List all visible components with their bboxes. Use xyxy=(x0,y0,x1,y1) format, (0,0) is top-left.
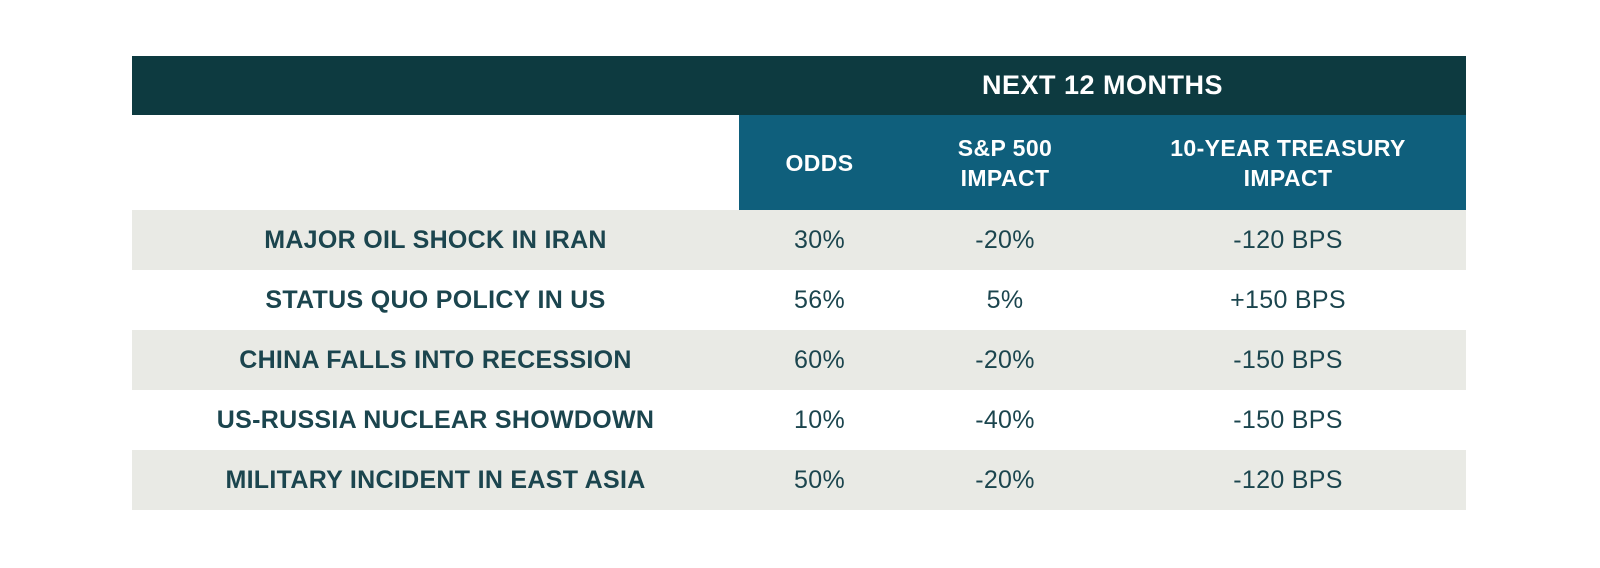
column-header-treasury-impact: 10-YEAR TREASURY IMPACT xyxy=(1110,115,1466,210)
scenario-label-cell: US-RUSSIA NUCLEAR SHOWDOWN xyxy=(216,405,655,434)
treasury-impact-cell: -150 BPS xyxy=(1233,405,1343,434)
scenario-impact-table: NEXT 12 MONTHS ODDS S&P 500 IMPACT 10-YE… xyxy=(132,56,1466,510)
table-row: MAJOR OIL SHOCK IN IRAN 30% -20% -120 BP… xyxy=(132,210,1466,270)
column-header-sp500-line1: S&P 500 xyxy=(957,134,1053,161)
column-header-row: ODDS S&P 500 IMPACT 10-YEAR TREASURY IMP… xyxy=(132,115,1466,210)
sp500-impact-cell: -20% xyxy=(975,225,1035,254)
treasury-impact-cell: -120 BPS xyxy=(1233,225,1343,254)
sp500-impact-cell: -20% xyxy=(975,465,1035,494)
table-row: US-RUSSIA NUCLEAR SHOWDOWN 10% -40% -150… xyxy=(132,390,1466,450)
table-row: CHINA FALLS INTO RECESSION 60% -20% -150… xyxy=(132,330,1466,390)
odds-cell: 56% xyxy=(794,285,845,314)
scenario-label-cell: CHINA FALLS INTO RECESSION xyxy=(239,345,632,374)
treasury-impact-cell: +150 BPS xyxy=(1230,285,1346,314)
column-header-treasury-line1: 10-YEAR TREASURY xyxy=(1170,134,1406,161)
column-header-odds: ODDS xyxy=(739,115,900,210)
odds-cell: 10% xyxy=(794,405,845,434)
column-header-treasury-line2: IMPACT xyxy=(1243,164,1333,191)
treasury-impact-cell: -120 BPS xyxy=(1233,465,1343,494)
table-body: MAJOR OIL SHOCK IN IRAN 30% -20% -120 BP… xyxy=(132,210,1466,510)
table-row: MILITARY INCIDENT IN EAST ASIA 50% -20% … xyxy=(132,450,1466,510)
scenario-label-cell: MAJOR OIL SHOCK IN IRAN xyxy=(264,225,607,254)
column-header-odds-line1: ODDS xyxy=(785,149,854,176)
scenario-label-cell: MILITARY INCIDENT IN EAST ASIA xyxy=(225,465,646,494)
sp500-impact-cell: -40% xyxy=(975,405,1035,434)
odds-cell: 60% xyxy=(794,345,845,374)
odds-cell: 30% xyxy=(794,225,845,254)
span-header-band: NEXT 12 MONTHS xyxy=(132,56,1466,115)
span-header-label: NEXT 12 MONTHS xyxy=(981,70,1224,100)
column-header-sp500-line2: IMPACT xyxy=(960,164,1050,191)
corner-cell xyxy=(132,115,739,210)
table-row: STATUS QUO POLICY IN US 56% 5% +150 BPS xyxy=(132,270,1466,330)
column-header-sp500-impact: S&P 500 IMPACT xyxy=(900,115,1110,210)
sp500-impact-cell: 5% xyxy=(986,285,1024,314)
sp500-impact-cell: -20% xyxy=(975,345,1035,374)
odds-cell: 50% xyxy=(794,465,845,494)
scenario-label-cell: STATUS QUO POLICY IN US xyxy=(265,285,606,314)
treasury-impact-cell: -150 BPS xyxy=(1233,345,1343,374)
